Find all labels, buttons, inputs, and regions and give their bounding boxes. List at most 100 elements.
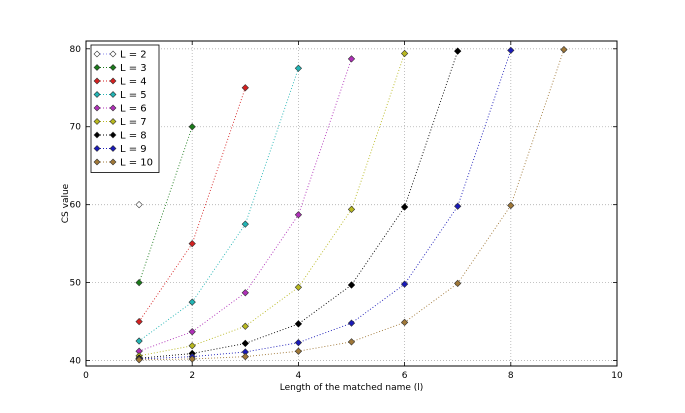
grid xyxy=(85,41,618,366)
legend-marker xyxy=(109,91,117,98)
series-line xyxy=(138,126,193,283)
legend-box xyxy=(90,44,160,173)
series-line xyxy=(138,87,246,322)
data-point xyxy=(347,55,356,63)
x-tick-label: 6 xyxy=(402,371,408,381)
plot-frame xyxy=(85,40,618,367)
data-point xyxy=(188,123,196,131)
legend-label: L = 9 xyxy=(120,144,147,155)
legend-marker xyxy=(109,118,117,125)
x-tick-label: 8 xyxy=(508,371,514,381)
legend-marker xyxy=(93,50,101,58)
legend-marker xyxy=(93,131,101,139)
data-point xyxy=(135,317,143,326)
series-line xyxy=(139,50,459,359)
legend-label: L = 5 xyxy=(120,90,147,101)
data-point xyxy=(454,202,462,210)
y-tick-label: 40 xyxy=(70,357,82,367)
data-point xyxy=(188,328,196,336)
legend-label: L = 7 xyxy=(120,117,147,128)
data-point xyxy=(454,279,462,288)
series xyxy=(135,46,515,363)
series xyxy=(135,45,568,364)
data-point xyxy=(507,201,515,210)
series xyxy=(135,47,462,362)
data-point xyxy=(241,339,249,348)
data-point xyxy=(241,84,249,92)
legend-label: L = 10 xyxy=(120,158,153,169)
series xyxy=(135,84,249,326)
data-point xyxy=(135,201,143,209)
x-tick-label: 2 xyxy=(189,371,195,381)
data-point xyxy=(560,45,568,54)
series xyxy=(135,64,303,345)
legend-label: L = 8 xyxy=(120,131,147,142)
data-point xyxy=(241,322,249,330)
legend-entry: L = 3 xyxy=(93,63,147,74)
data-point xyxy=(294,211,303,219)
data-point xyxy=(241,353,249,361)
data-point xyxy=(507,46,515,54)
data-point xyxy=(347,338,356,346)
data-point xyxy=(135,356,143,364)
data-point xyxy=(294,64,303,72)
legend-entry: L = 4 xyxy=(93,77,147,88)
y-axis-label: CS value xyxy=(61,183,71,223)
legend-entry: L = 8 xyxy=(93,131,147,142)
legend-entry: L = 7 xyxy=(93,117,147,128)
y-tick-label: 50 xyxy=(70,279,82,289)
data-point xyxy=(188,240,196,248)
legend: L = 2 L = 3 L = 4 L = 5 L = 6 L = 7 L = 8 L = 9… xyxy=(90,44,160,173)
data-point xyxy=(294,338,303,347)
data-point xyxy=(454,47,462,55)
legend-entry: L = 2 xyxy=(93,50,147,61)
legend-marker xyxy=(93,145,101,152)
ticks: 0 2 4 6 8 10 40 50 60 70 80 xyxy=(70,41,623,381)
legend-marker xyxy=(109,64,117,71)
data-point xyxy=(400,318,409,326)
legend-marker xyxy=(109,145,117,152)
y-tick-label: 60 xyxy=(70,201,82,211)
x-tick-label: 4 xyxy=(296,371,302,381)
y-tick-label: 70 xyxy=(70,123,82,133)
x-tick-label: 10 xyxy=(611,371,623,381)
data-point xyxy=(294,283,303,291)
legend-marker xyxy=(93,77,101,85)
legend-entry: L = 10 xyxy=(93,158,153,169)
legend-marker xyxy=(93,104,101,112)
legend-label: L = 4 xyxy=(120,77,147,88)
legend-label: L = 3 xyxy=(120,63,147,74)
legend-marker xyxy=(93,91,101,98)
legend-label: L = 6 xyxy=(120,104,147,115)
legend-entry: L = 5 xyxy=(93,90,147,101)
series xyxy=(135,123,196,287)
data-point xyxy=(241,220,249,228)
y-tick-label: 80 xyxy=(70,45,82,55)
data-point xyxy=(294,347,303,355)
legend-marker xyxy=(109,104,117,112)
data-point xyxy=(294,320,303,328)
legend-marker xyxy=(93,118,101,125)
data-point xyxy=(347,205,356,213)
data-point xyxy=(400,280,409,288)
data-point xyxy=(347,319,356,327)
legend-marker xyxy=(109,77,117,85)
data-point xyxy=(241,289,249,297)
data-point xyxy=(400,49,409,58)
legend-marker xyxy=(109,50,117,58)
legend-entry: L = 6 xyxy=(93,104,147,115)
data-point xyxy=(135,278,143,287)
legend-marker xyxy=(109,158,117,166)
legend-marker xyxy=(93,64,101,71)
series-line xyxy=(139,53,406,357)
data-point xyxy=(400,203,409,211)
data-point xyxy=(135,337,143,345)
legend-marker xyxy=(93,158,101,166)
series xyxy=(135,55,356,355)
series xyxy=(135,201,143,209)
x-tick-label: 0 xyxy=(83,371,89,381)
legend-marker xyxy=(109,131,117,139)
legend-entry: L = 9 xyxy=(93,144,147,155)
